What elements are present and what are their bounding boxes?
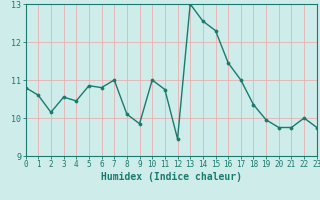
X-axis label: Humidex (Indice chaleur): Humidex (Indice chaleur) [101,172,242,182]
